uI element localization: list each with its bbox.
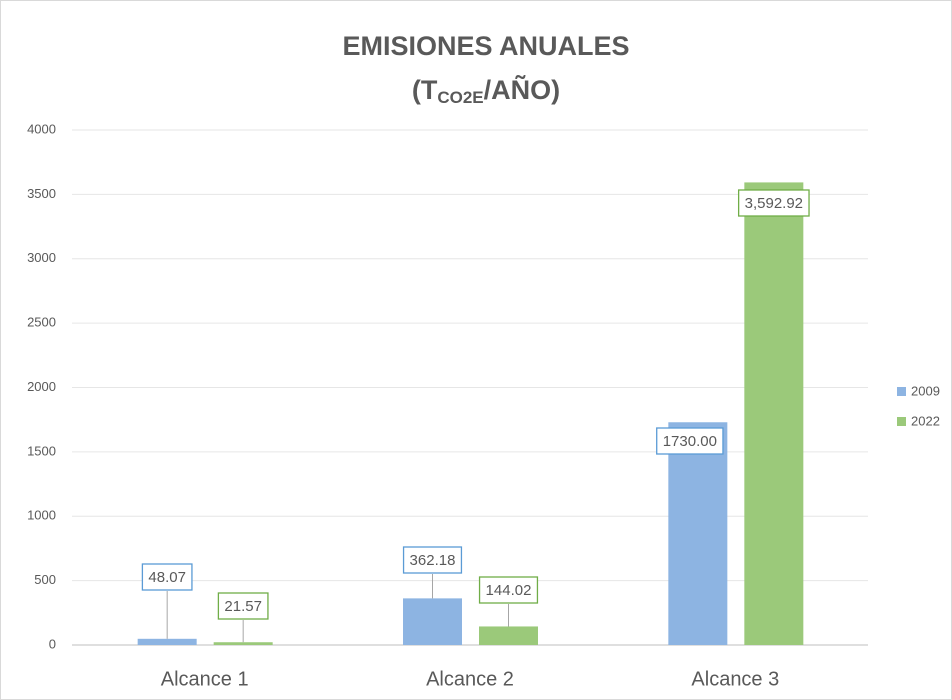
legend-swatch xyxy=(897,387,906,396)
data-label: 144.02 xyxy=(486,582,532,599)
bar xyxy=(479,626,538,645)
y-tick-label: 3500 xyxy=(27,186,56,201)
y-tick-label: 1500 xyxy=(27,443,56,458)
y-tick-label: 1000 xyxy=(27,508,56,523)
legend-swatch xyxy=(897,417,906,426)
data-label: 1730.00 xyxy=(663,433,717,450)
chart-title: EMISIONES ANUALES xyxy=(342,31,629,61)
legend-label: 2022 xyxy=(911,413,940,428)
bar xyxy=(668,422,728,645)
bar xyxy=(744,182,804,645)
data-label: 3,592.92 xyxy=(745,195,803,212)
subtitle-subscript: CO2E xyxy=(437,88,483,107)
subtitle-suffix: /AÑO) xyxy=(484,74,561,105)
bar xyxy=(403,598,462,645)
data-label-box xyxy=(737,189,810,217)
subtitle-prefix: (T xyxy=(412,75,438,105)
y-tick-label: 2000 xyxy=(27,379,56,394)
data-label: 48.07 xyxy=(148,569,186,586)
data-label-box xyxy=(217,592,269,620)
data-label-box xyxy=(478,576,539,604)
y-tick-label: 4000 xyxy=(27,121,56,136)
x-tick-label: Alcance 1 xyxy=(161,668,249,690)
x-tick-label: Alcance 3 xyxy=(691,668,779,690)
bar xyxy=(213,642,273,645)
y-tick-label: 0 xyxy=(49,636,56,651)
legend-label: 2009 xyxy=(911,383,940,398)
x-tick-label: Alcance 2 xyxy=(426,668,514,690)
data-label-box xyxy=(656,427,724,455)
chart-subtitle: (TCO2E/AÑO) xyxy=(412,74,560,107)
y-tick-label: 2500 xyxy=(27,315,56,330)
y-tick-label: 3000 xyxy=(27,250,56,265)
bar xyxy=(137,638,197,645)
data-label: 362.18 xyxy=(410,552,456,569)
data-label: 21.57 xyxy=(224,598,262,615)
data-label-box xyxy=(141,563,193,591)
data-label-box xyxy=(402,546,463,574)
y-tick-label: 500 xyxy=(34,572,56,587)
